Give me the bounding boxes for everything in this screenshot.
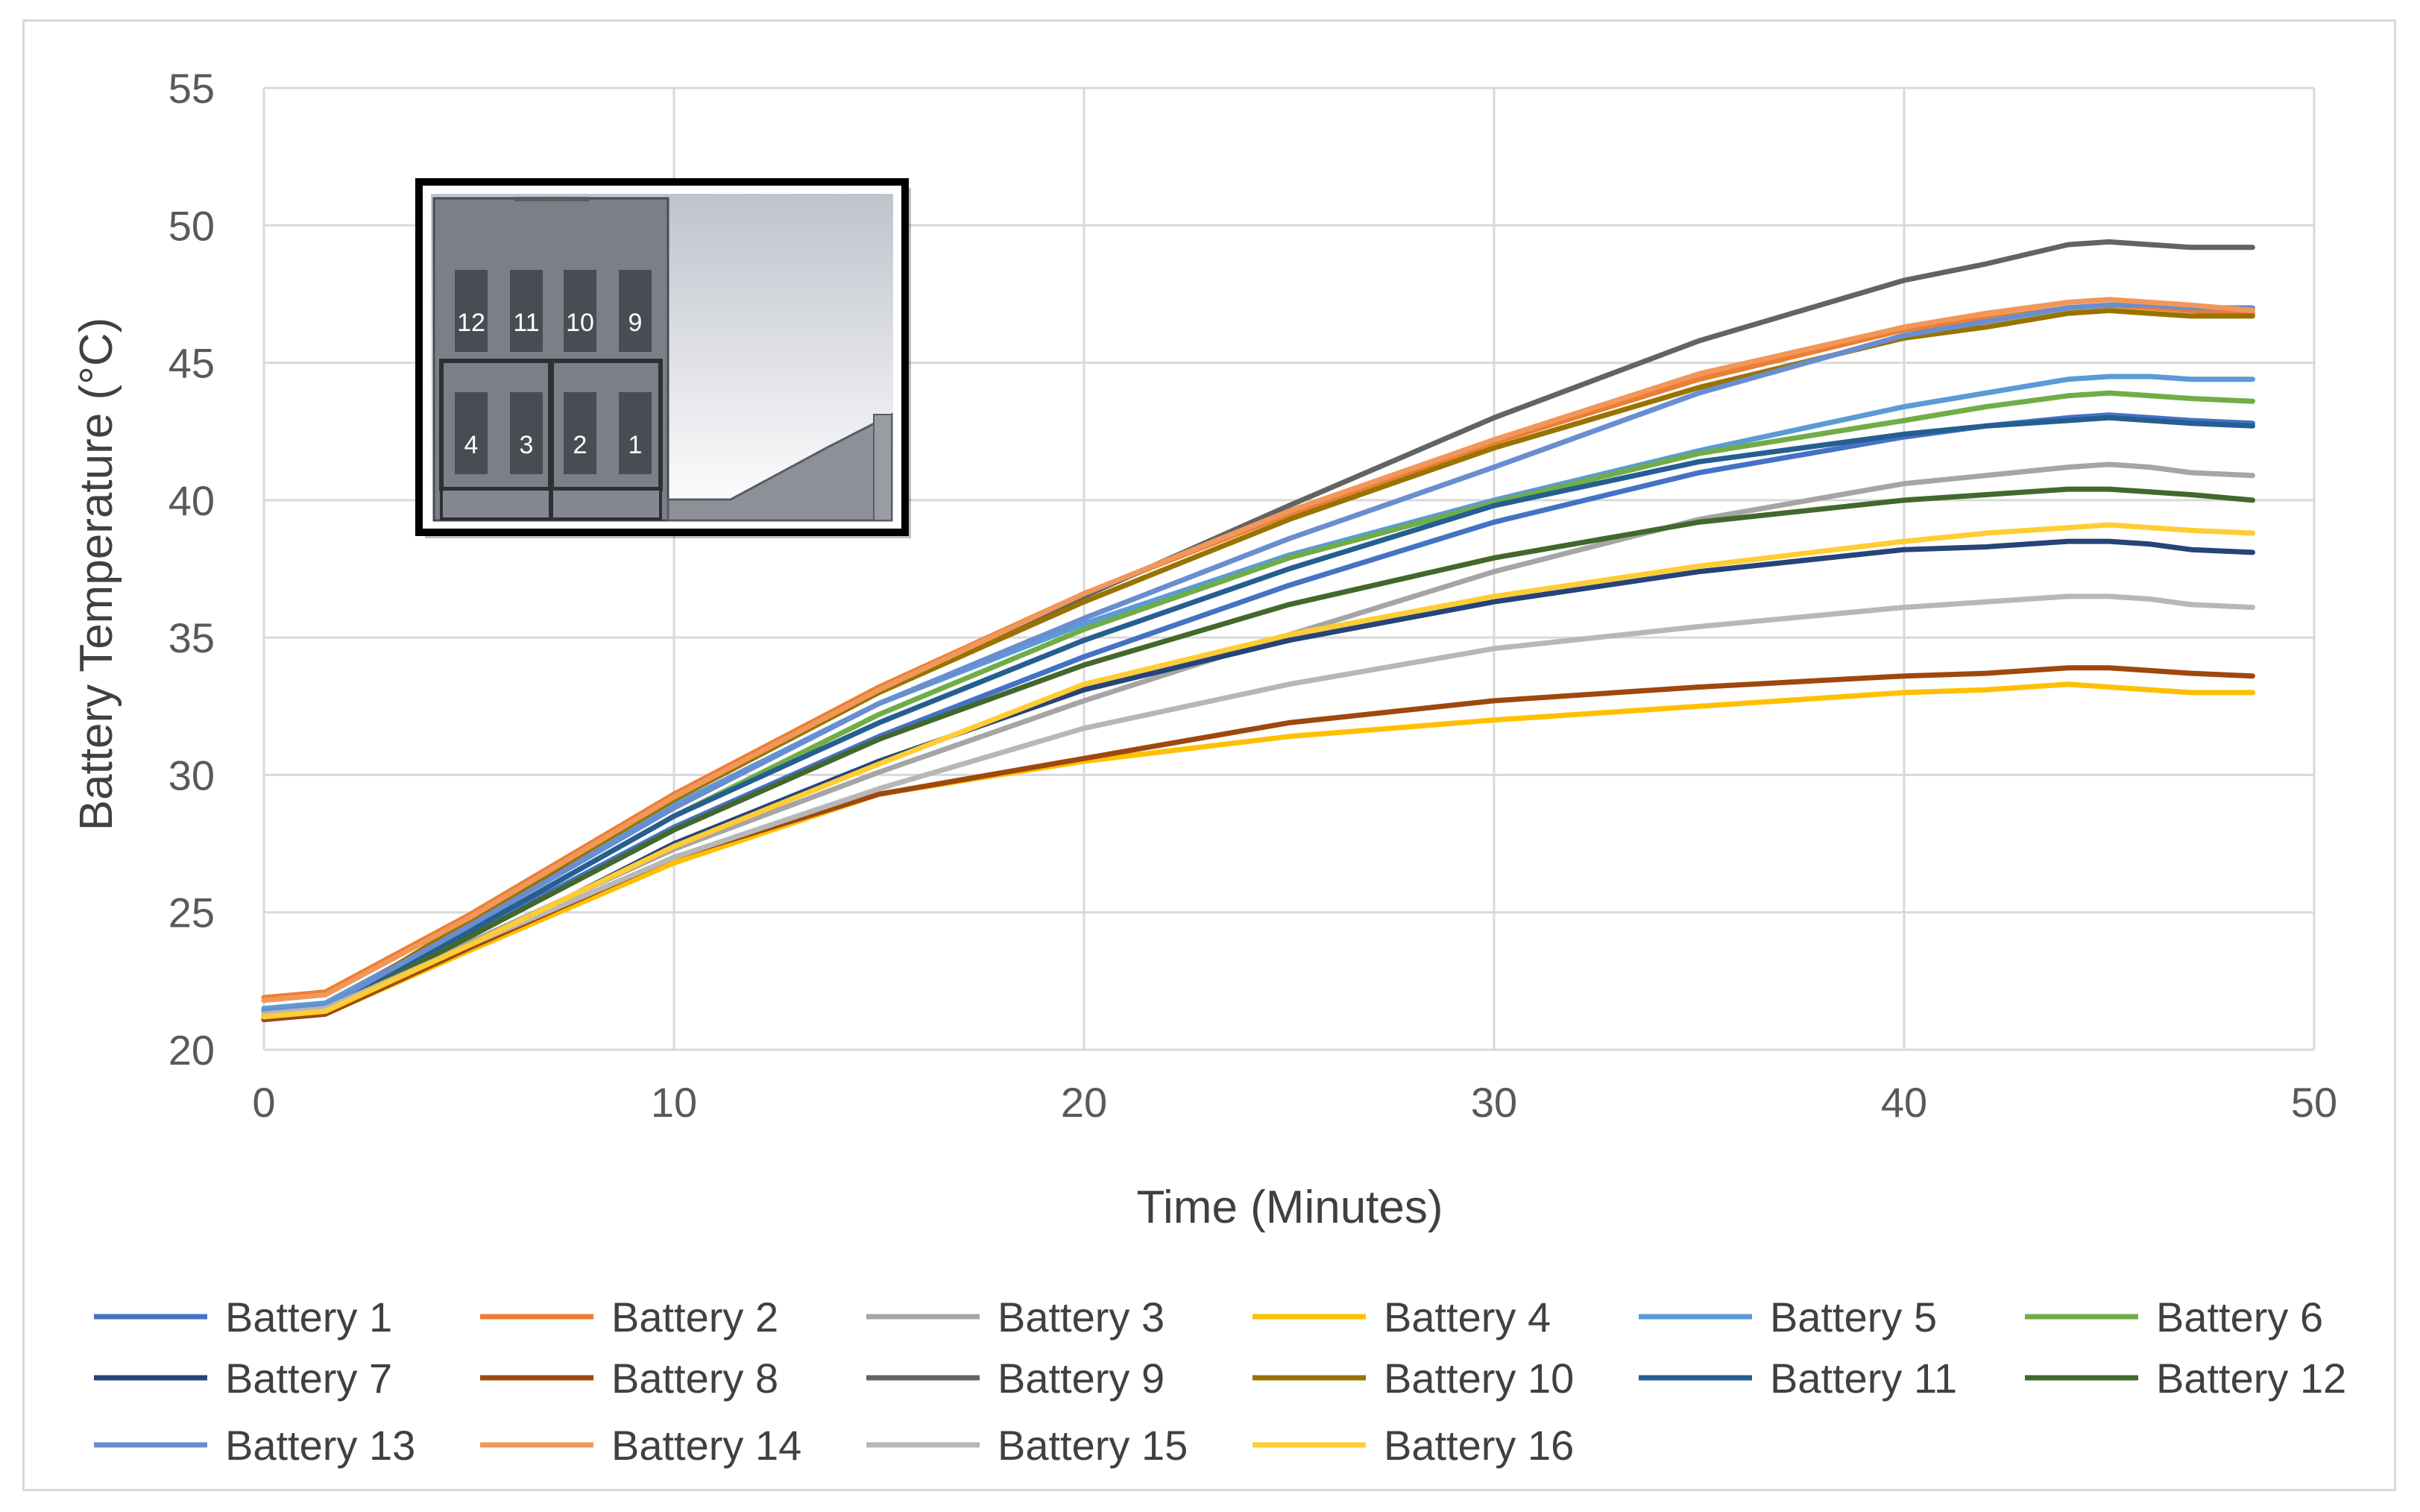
legend-label: Battery 5	[1770, 1294, 1937, 1341]
x-axis-title: Time (Minutes)	[1136, 1182, 1443, 1233]
x-tick-label: 50	[2291, 1079, 2337, 1126]
legend-label: Battery 2	[611, 1294, 778, 1341]
series-line-battery-16	[261, 522, 2255, 1020]
legend-label: Battery 8	[611, 1355, 778, 1402]
inset-wall	[873, 414, 892, 521]
legend-label: Battery 10	[1384, 1355, 1574, 1402]
x-tick-label: 0	[252, 1079, 275, 1126]
series-lines	[261, 239, 2255, 1022]
legend-label: Battery 1	[225, 1294, 392, 1341]
inset-cells: 12 11 10 9 4 3 2 1	[455, 270, 652, 474]
inset-cell-lower	[619, 392, 652, 474]
series-line-battery-4	[261, 681, 2255, 1022]
lower-right-base	[550, 488, 662, 520]
legend-label: Battery 7	[225, 1355, 392, 1402]
y-tick-label: 25	[168, 889, 215, 936]
x-tick-label: 30	[1471, 1079, 1517, 1126]
inset-cell-upper	[510, 270, 543, 352]
legend-label: Battery 13	[225, 1422, 415, 1469]
y-tick-labels: 20 25 30 35 40 45 50 55	[168, 65, 215, 1074]
series-line-battery-11	[261, 415, 2255, 1020]
y-tick-label: 30	[168, 752, 215, 798]
inset-cell-label: 1	[628, 431, 643, 459]
inset-cell-label: 10	[566, 309, 594, 337]
y-tick-label: 45	[168, 340, 215, 387]
battery-layout-inset: 12 11 10 9 4 3 2 1	[415, 178, 911, 538]
y-tick-label: 50	[168, 202, 215, 249]
x-tick-labels: 0 10 20 30 40 50	[252, 1079, 2337, 1126]
legend-label: Battery 14	[611, 1422, 801, 1469]
lower-left-base	[440, 488, 552, 520]
series-line-battery-12	[261, 486, 2255, 1020]
x-tick-label: 40	[1881, 1079, 1927, 1126]
inset-cell-label: 12	[457, 309, 485, 337]
legend-label: Battery 4	[1384, 1294, 1551, 1341]
series-line-battery-13	[261, 302, 2255, 1014]
housing-top-tab	[514, 197, 589, 201]
legend-label: Battery 11	[1770, 1355, 1957, 1402]
series-line-battery-8	[261, 665, 2255, 1022]
series-line-battery-15	[261, 593, 2255, 1017]
inset-cell-label: 11	[513, 309, 539, 337]
legend-label: Battery 9	[998, 1355, 1165, 1402]
y-axis-title: Battery Temperature (°C)	[71, 318, 122, 831]
legend-label: Battery 12	[2156, 1355, 2346, 1402]
inset-cell-upper	[564, 270, 596, 352]
y-tick-label: 40	[168, 477, 215, 524]
inset-cell-label: 2	[573, 431, 587, 459]
inset-cell-lower	[455, 392, 488, 474]
inset-cell-label: 3	[520, 431, 534, 459]
y-tick-label: 35	[168, 614, 215, 661]
legend-label: Battery 6	[2156, 1294, 2323, 1341]
y-tick-label: 55	[168, 65, 215, 112]
legend-label: Battery 16	[1384, 1422, 1574, 1469]
x-tick-label: 10	[651, 1079, 697, 1126]
series-line-battery-14	[261, 297, 2255, 1004]
legend: Battery 1 Battery 2 Battery 3 Battery 4 Batt…	[94, 1294, 2346, 1469]
legend-label: Battery 3	[998, 1294, 1165, 1341]
x-tick-label: 20	[1061, 1079, 1107, 1126]
inset-cell-label: 9	[628, 309, 643, 337]
chart-frame	[22, 19, 2396, 1491]
inset-cell-upper	[619, 270, 652, 352]
legend-label: Battery 15	[998, 1422, 1188, 1469]
inset-cell-lower	[510, 392, 543, 474]
inset-cell-label: 4	[464, 431, 479, 459]
inset-cell-lower	[564, 392, 596, 474]
inset-cell-upper	[455, 270, 488, 352]
y-tick-label: 20	[168, 1027, 215, 1074]
